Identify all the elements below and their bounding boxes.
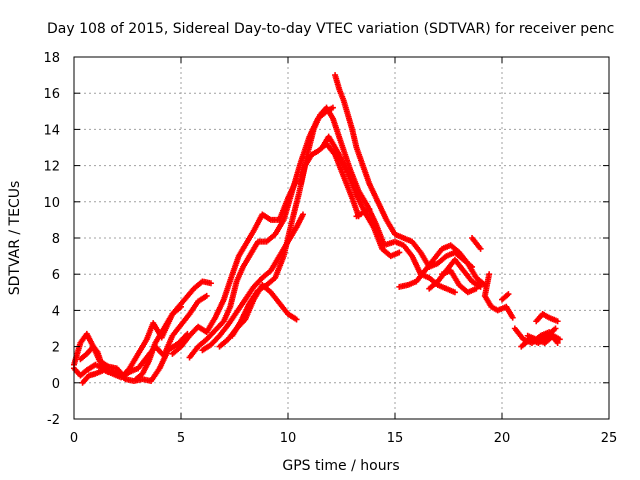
data-point xyxy=(329,104,336,111)
series-trace-f xyxy=(169,177,300,357)
data-point xyxy=(207,280,214,287)
x-axis-label: GPS time / hours xyxy=(282,458,399,474)
x-tick-label: 5 xyxy=(177,431,185,446)
y-tick-label: 16 xyxy=(43,87,60,102)
data-point xyxy=(505,291,512,298)
data-point xyxy=(451,289,458,296)
series-trace-s xyxy=(481,271,516,321)
y-tick-label: 14 xyxy=(43,123,60,138)
series-trace-h xyxy=(199,211,306,354)
data-point xyxy=(477,283,484,290)
x-tick-label: 10 xyxy=(280,431,297,446)
chart-title: Day 108 of 2015, Sidereal Day-to-day VTE… xyxy=(47,21,614,37)
series-trace-w xyxy=(533,311,561,325)
series-trace-t xyxy=(499,291,512,303)
x-tick-label: 25 xyxy=(601,431,618,446)
y-tick-label: -2 xyxy=(47,413,60,428)
y-tick-label: 12 xyxy=(43,160,60,175)
y-tick-label: 2 xyxy=(52,341,60,356)
data-point xyxy=(473,285,480,292)
series-trace-x xyxy=(524,332,563,346)
data-point xyxy=(477,245,484,252)
series-trace-o xyxy=(396,242,488,290)
data-points xyxy=(71,72,563,386)
series-trace-m xyxy=(332,72,476,270)
data-point xyxy=(366,206,373,213)
series-trace-q xyxy=(439,267,480,296)
data-point xyxy=(554,318,561,325)
y-tick-label: 0 xyxy=(52,377,60,392)
data-point xyxy=(299,211,306,218)
data-point xyxy=(556,336,563,343)
series-trace-r xyxy=(469,235,484,252)
series-trace-n xyxy=(353,206,373,220)
ticks: 0 5 10 15 20 25 -2 0 2 4 6 8 10 12 14 16 18 xyxy=(43,51,617,446)
y-axis-label: SDTVAR / TECUs xyxy=(7,181,23,296)
y-tick-label: 8 xyxy=(52,232,60,247)
series-trace-e xyxy=(133,278,214,383)
x-tick-label: 0 xyxy=(70,431,78,446)
x-tick-label: 15 xyxy=(387,431,404,446)
series-trace-g xyxy=(186,104,336,361)
y-tick-label: 10 xyxy=(43,196,60,211)
data-point xyxy=(203,292,210,299)
series-trace-k xyxy=(297,104,458,296)
x-tick-label: 20 xyxy=(494,431,511,446)
y-tick-label: 4 xyxy=(52,304,60,319)
y-tick-label: 18 xyxy=(43,51,60,66)
data-point xyxy=(509,314,516,321)
data-point xyxy=(396,249,403,256)
series-trace-j xyxy=(229,140,362,339)
grid xyxy=(74,57,609,419)
data-point xyxy=(293,316,300,323)
series-trace-l xyxy=(319,133,403,260)
data-point xyxy=(105,368,112,375)
y-tick-label: 6 xyxy=(52,268,60,283)
series-trace-d xyxy=(77,343,112,375)
data-point xyxy=(552,325,559,332)
